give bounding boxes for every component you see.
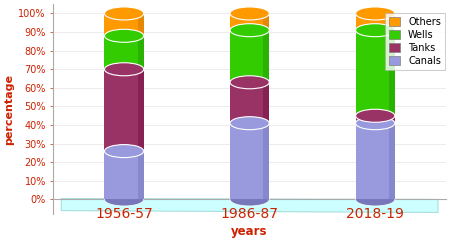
Ellipse shape [230, 76, 269, 89]
Bar [263, 13, 269, 30]
Ellipse shape [230, 117, 269, 130]
Legend: Others, Wells, Tanks, Canals: Others, Wells, Tanks, Canals [385, 13, 445, 70]
Ellipse shape [230, 193, 269, 206]
Ellipse shape [356, 109, 395, 122]
Bar [138, 151, 144, 199]
Bar [389, 13, 395, 30]
Ellipse shape [104, 63, 144, 76]
FancyBboxPatch shape [356, 123, 395, 199]
FancyBboxPatch shape [230, 82, 269, 123]
FancyBboxPatch shape [230, 123, 269, 199]
Ellipse shape [356, 193, 395, 206]
Ellipse shape [356, 7, 395, 20]
Ellipse shape [230, 7, 269, 20]
Ellipse shape [356, 24, 395, 37]
FancyBboxPatch shape [230, 13, 269, 30]
Bar [263, 82, 269, 123]
FancyBboxPatch shape [356, 13, 395, 30]
Y-axis label: percentage: percentage [4, 74, 14, 145]
Bar [389, 30, 395, 116]
Polygon shape [61, 199, 438, 213]
Ellipse shape [104, 193, 144, 206]
FancyBboxPatch shape [104, 151, 144, 199]
Bar [263, 123, 269, 199]
Ellipse shape [104, 29, 144, 42]
FancyBboxPatch shape [356, 30, 395, 116]
Bar [138, 13, 144, 36]
Ellipse shape [104, 145, 144, 158]
FancyBboxPatch shape [104, 69, 144, 151]
Bar [389, 116, 395, 123]
Ellipse shape [104, 7, 144, 20]
FancyBboxPatch shape [104, 36, 144, 69]
Bar [138, 69, 144, 151]
Bar [263, 30, 269, 82]
Ellipse shape [230, 24, 269, 37]
FancyBboxPatch shape [104, 13, 144, 36]
X-axis label: years: years [231, 225, 268, 238]
Bar [138, 36, 144, 69]
FancyBboxPatch shape [230, 30, 269, 82]
FancyBboxPatch shape [356, 116, 395, 123]
Ellipse shape [356, 117, 395, 130]
Bar [389, 123, 395, 199]
